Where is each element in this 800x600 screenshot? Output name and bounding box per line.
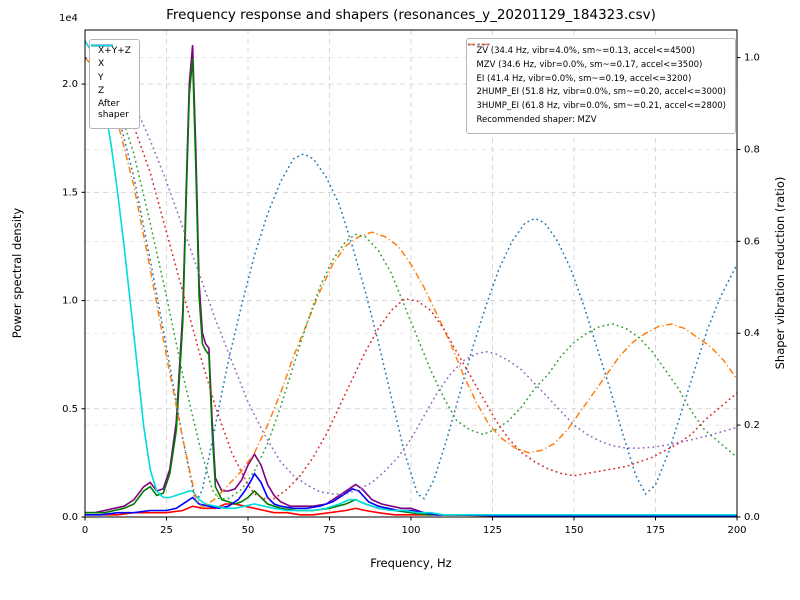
x-tick-label: 50 [242,525,255,536]
chart-title: Frequency response and shapers (resonanc… [166,7,656,23]
y-right-tick-label: 0.8 [744,144,760,155]
legend-swatch-solid [91,44,113,47]
legend-item-x: X [91,44,131,70]
y-axis-offset-text: 1e4 [59,13,78,24]
x-tick-label: 200 [727,525,746,536]
legend-item-label: 3HUMP_EI (61.8 Hz, vibr=0.0%, sm~=0.21, … [476,101,726,111]
legend-item-ei: EI (41.4 Hz, vibr=0.0%, sm~=0.19, accel<… [468,43,726,86]
legend-item-label: X [98,59,105,70]
x-tick-label: 0 [82,525,88,536]
legend-item-label: X+Y+Z [98,46,131,56]
legend-item-zv: ZV (34.4 Hz, vibr=4.0%, sm~=0.13, accel<… [468,43,726,58]
curve-x [85,503,737,517]
y-right-tick-label: 0.4 [744,328,760,339]
y-left-tick-label: 2.0 [62,79,78,90]
y-right-tick-label: 0.0 [744,512,760,523]
x-axis-label: Frequency, Hz [370,556,452,570]
legend-swatch-dotted [468,43,491,46]
legend-item-label: EI (41.4 Hz, vibr=0.0%, sm~=0.19, accel<… [476,73,692,84]
x-tick-label: 25 [160,525,173,536]
legend-psd: X+Y+Z X Y Z After shaper [89,39,140,129]
curve-x-y-z [85,45,737,516]
y-left-tick-label: 1.5 [62,187,78,198]
y-right-tick-label: 0.2 [744,420,760,431]
legend-item-label: After shaper [98,99,129,121]
legend-swatch-none [467,39,491,50]
legend-item-label: Recommended shaper: MZV [476,114,597,125]
y-right-tick-label: 0.6 [744,236,760,247]
legend-item-z: Z [91,44,131,97]
x-tick-label: 125 [483,525,502,536]
y-axis-right-label: Shaper vibration reduction (ratio) [773,176,787,370]
legend-item-y: Y [91,44,131,84]
legend-item-3hump-ei: 3HUMP_EI (61.8 Hz, vibr=0.0%, sm~=0.21, … [468,43,726,113]
legend-item-mzv: MZV (34.6 Hz, vibr=0.0%, sm~=0.17, accel… [468,43,726,72]
legend-swatch-dashdot [468,43,491,46]
x-tick-label: 175 [646,525,665,536]
legend-item-recommended: Recommended shaper: MZV [476,114,726,127]
curve-2hump-ei [84,56,738,500]
y-left-tick-label: 0.5 [62,404,78,415]
legend-item-after-shaper: After shaper [91,44,131,122]
curve-after-shaper [84,40,737,516]
legend-item-label: 2HUMP_EI (51.8 Hz, vibr=0.0%, sm~=0.20, … [476,87,726,98]
x-tick-label: 100 [401,525,420,536]
curve-ei [84,57,738,500]
legend-item-2hump-ei: 2HUMP_EI (51.8 Hz, vibr=0.0%, sm~=0.20, … [468,43,726,99]
curve-3hump-ei [84,56,738,495]
legend-item-label: Z [98,85,105,96]
legend-shapers: ZV (34.4 Hz, vibr=4.0%, sm~=0.13, accel<… [466,38,736,134]
y-right-tick-label: 1.0 [744,53,760,64]
y-left-tick-label: 1.0 [62,296,78,307]
legend-item-label: ZV (34.4 Hz, vibr=4.0%, sm~=0.13, accel<… [476,46,696,56]
y-left-tick-label: 0.0 [62,512,78,523]
legend-item-label: Y [98,72,104,83]
legend-item-label: MZV (34.6 Hz, vibr=0.0%, sm~=0.17, accel… [476,59,703,70]
x-tick-label: 150 [564,525,583,536]
curve-mzv [84,57,738,509]
y-axis-left-label: Power spectral density [10,207,24,339]
x-tick-label: 75 [323,525,336,536]
